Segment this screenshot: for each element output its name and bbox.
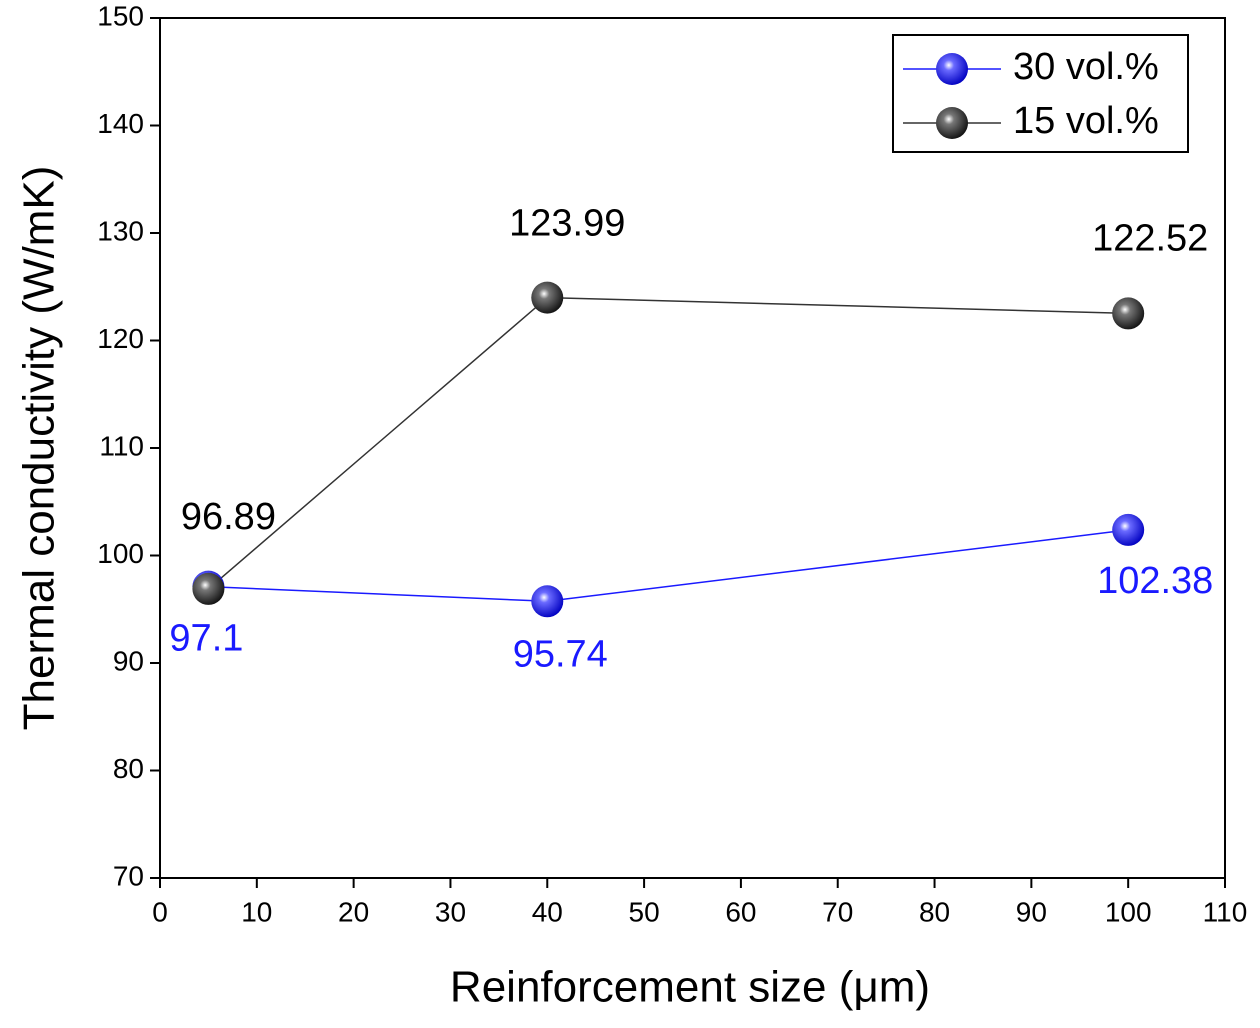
data-label: 95.74 bbox=[513, 633, 608, 675]
series-line bbox=[208, 529, 1129, 603]
x-tick-label: 50 bbox=[629, 896, 660, 927]
x-tick-label: 60 bbox=[725, 896, 756, 927]
y-tick-label: 110 bbox=[99, 430, 144, 461]
legend-marker bbox=[936, 107, 968, 139]
data-point bbox=[531, 281, 564, 314]
data-label: 123.99 bbox=[509, 203, 625, 245]
x-tick-label: 90 bbox=[1016, 896, 1047, 927]
y-tick-label: 70 bbox=[113, 860, 144, 891]
x-tick-label: 80 bbox=[919, 896, 950, 927]
legend-marker bbox=[936, 53, 968, 85]
x-tick-label: 40 bbox=[532, 896, 563, 927]
y-tick-label: 150 bbox=[97, 0, 144, 31]
data-point bbox=[531, 585, 564, 618]
x-axis-title: Reinforcement size (μm) bbox=[450, 963, 930, 1012]
y-tick-label: 140 bbox=[97, 108, 144, 139]
data-label: 122.52 bbox=[1092, 217, 1208, 259]
y-tick-label: 130 bbox=[97, 215, 144, 246]
data-label: 102.38 bbox=[1097, 560, 1213, 602]
data-point bbox=[1112, 297, 1145, 330]
y-tick-label: 120 bbox=[97, 323, 144, 354]
y-tick-label: 80 bbox=[113, 753, 144, 784]
data-label: 96.89 bbox=[181, 496, 276, 538]
legend-label: 15 vol.% bbox=[1013, 100, 1159, 142]
x-tick-label: 100 bbox=[1105, 896, 1152, 927]
y-axis-title: Thermal conductivity (W/mK) bbox=[15, 166, 64, 731]
series-line bbox=[207, 296, 1129, 590]
data-point bbox=[1112, 513, 1145, 546]
x-tick-label: 30 bbox=[435, 896, 466, 927]
data-label: 97.1 bbox=[169, 618, 243, 660]
x-tick-label: 70 bbox=[822, 896, 853, 927]
x-tick-label: 110 bbox=[1203, 896, 1248, 927]
x-tick-label: 20 bbox=[338, 896, 369, 927]
x-tick-label: 10 bbox=[241, 896, 272, 927]
data-point bbox=[192, 572, 225, 605]
y-tick-label: 100 bbox=[97, 538, 144, 569]
y-tick-label: 90 bbox=[113, 645, 144, 676]
x-tick-label: 0 bbox=[152, 896, 168, 927]
legend-label: 30 vol.% bbox=[1013, 46, 1159, 88]
